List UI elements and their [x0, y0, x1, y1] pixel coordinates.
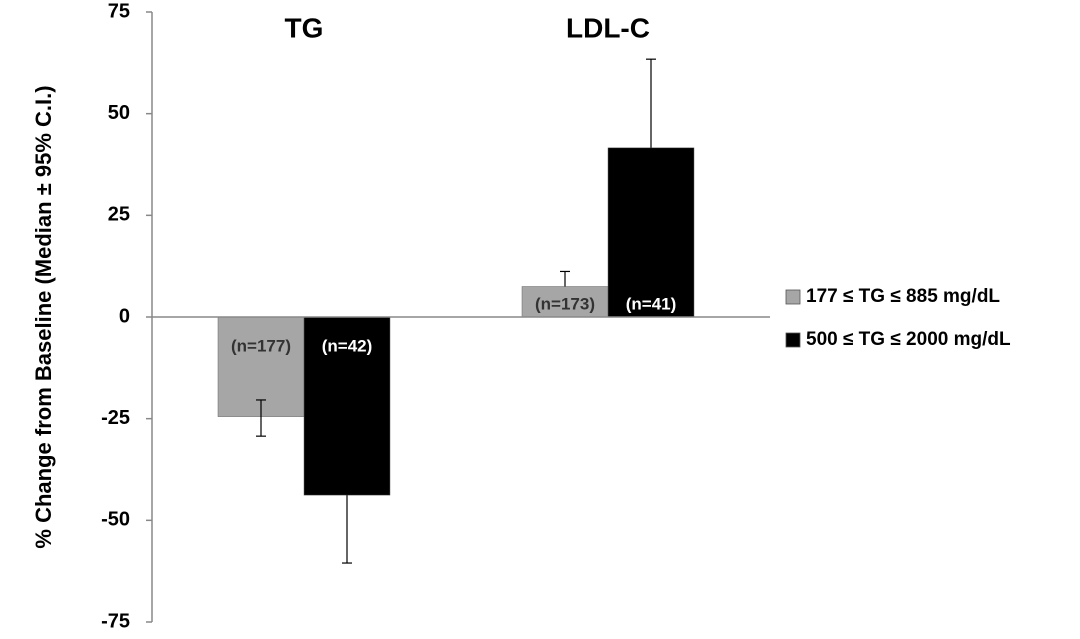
y-tick-label: 75 [108, 0, 130, 22]
n-label: (n=41) [626, 294, 677, 313]
bar [607, 147, 695, 318]
legend-label: 500 ≤ TG ≤ 2000 mg/dL [806, 329, 1011, 350]
y-tick-label: 25 [108, 204, 130, 226]
y-axis-label: % Change from Baseline (Median ± 95% C.I… [31, 85, 56, 548]
legend-swatch [785, 289, 801, 305]
y-tick-label: -50 [101, 509, 130, 531]
n-label: (n=42) [322, 336, 373, 355]
y-tick-label: 50 [108, 102, 130, 124]
y-tick-label: 0 [119, 305, 130, 327]
legend-label: 177 ≤ TG ≤ 885 mg/dL [806, 286, 1000, 307]
n-label: (n=177) [231, 336, 291, 355]
bar [303, 316, 391, 496]
n-label: (n=173) [535, 294, 595, 313]
y-tick-label: -25 [101, 407, 130, 429]
category-label: LDL-C [566, 12, 650, 43]
bar [521, 286, 609, 318]
legend-swatch [785, 332, 801, 348]
category-label: TG [285, 12, 324, 43]
y-tick-label: -75 [101, 610, 130, 632]
